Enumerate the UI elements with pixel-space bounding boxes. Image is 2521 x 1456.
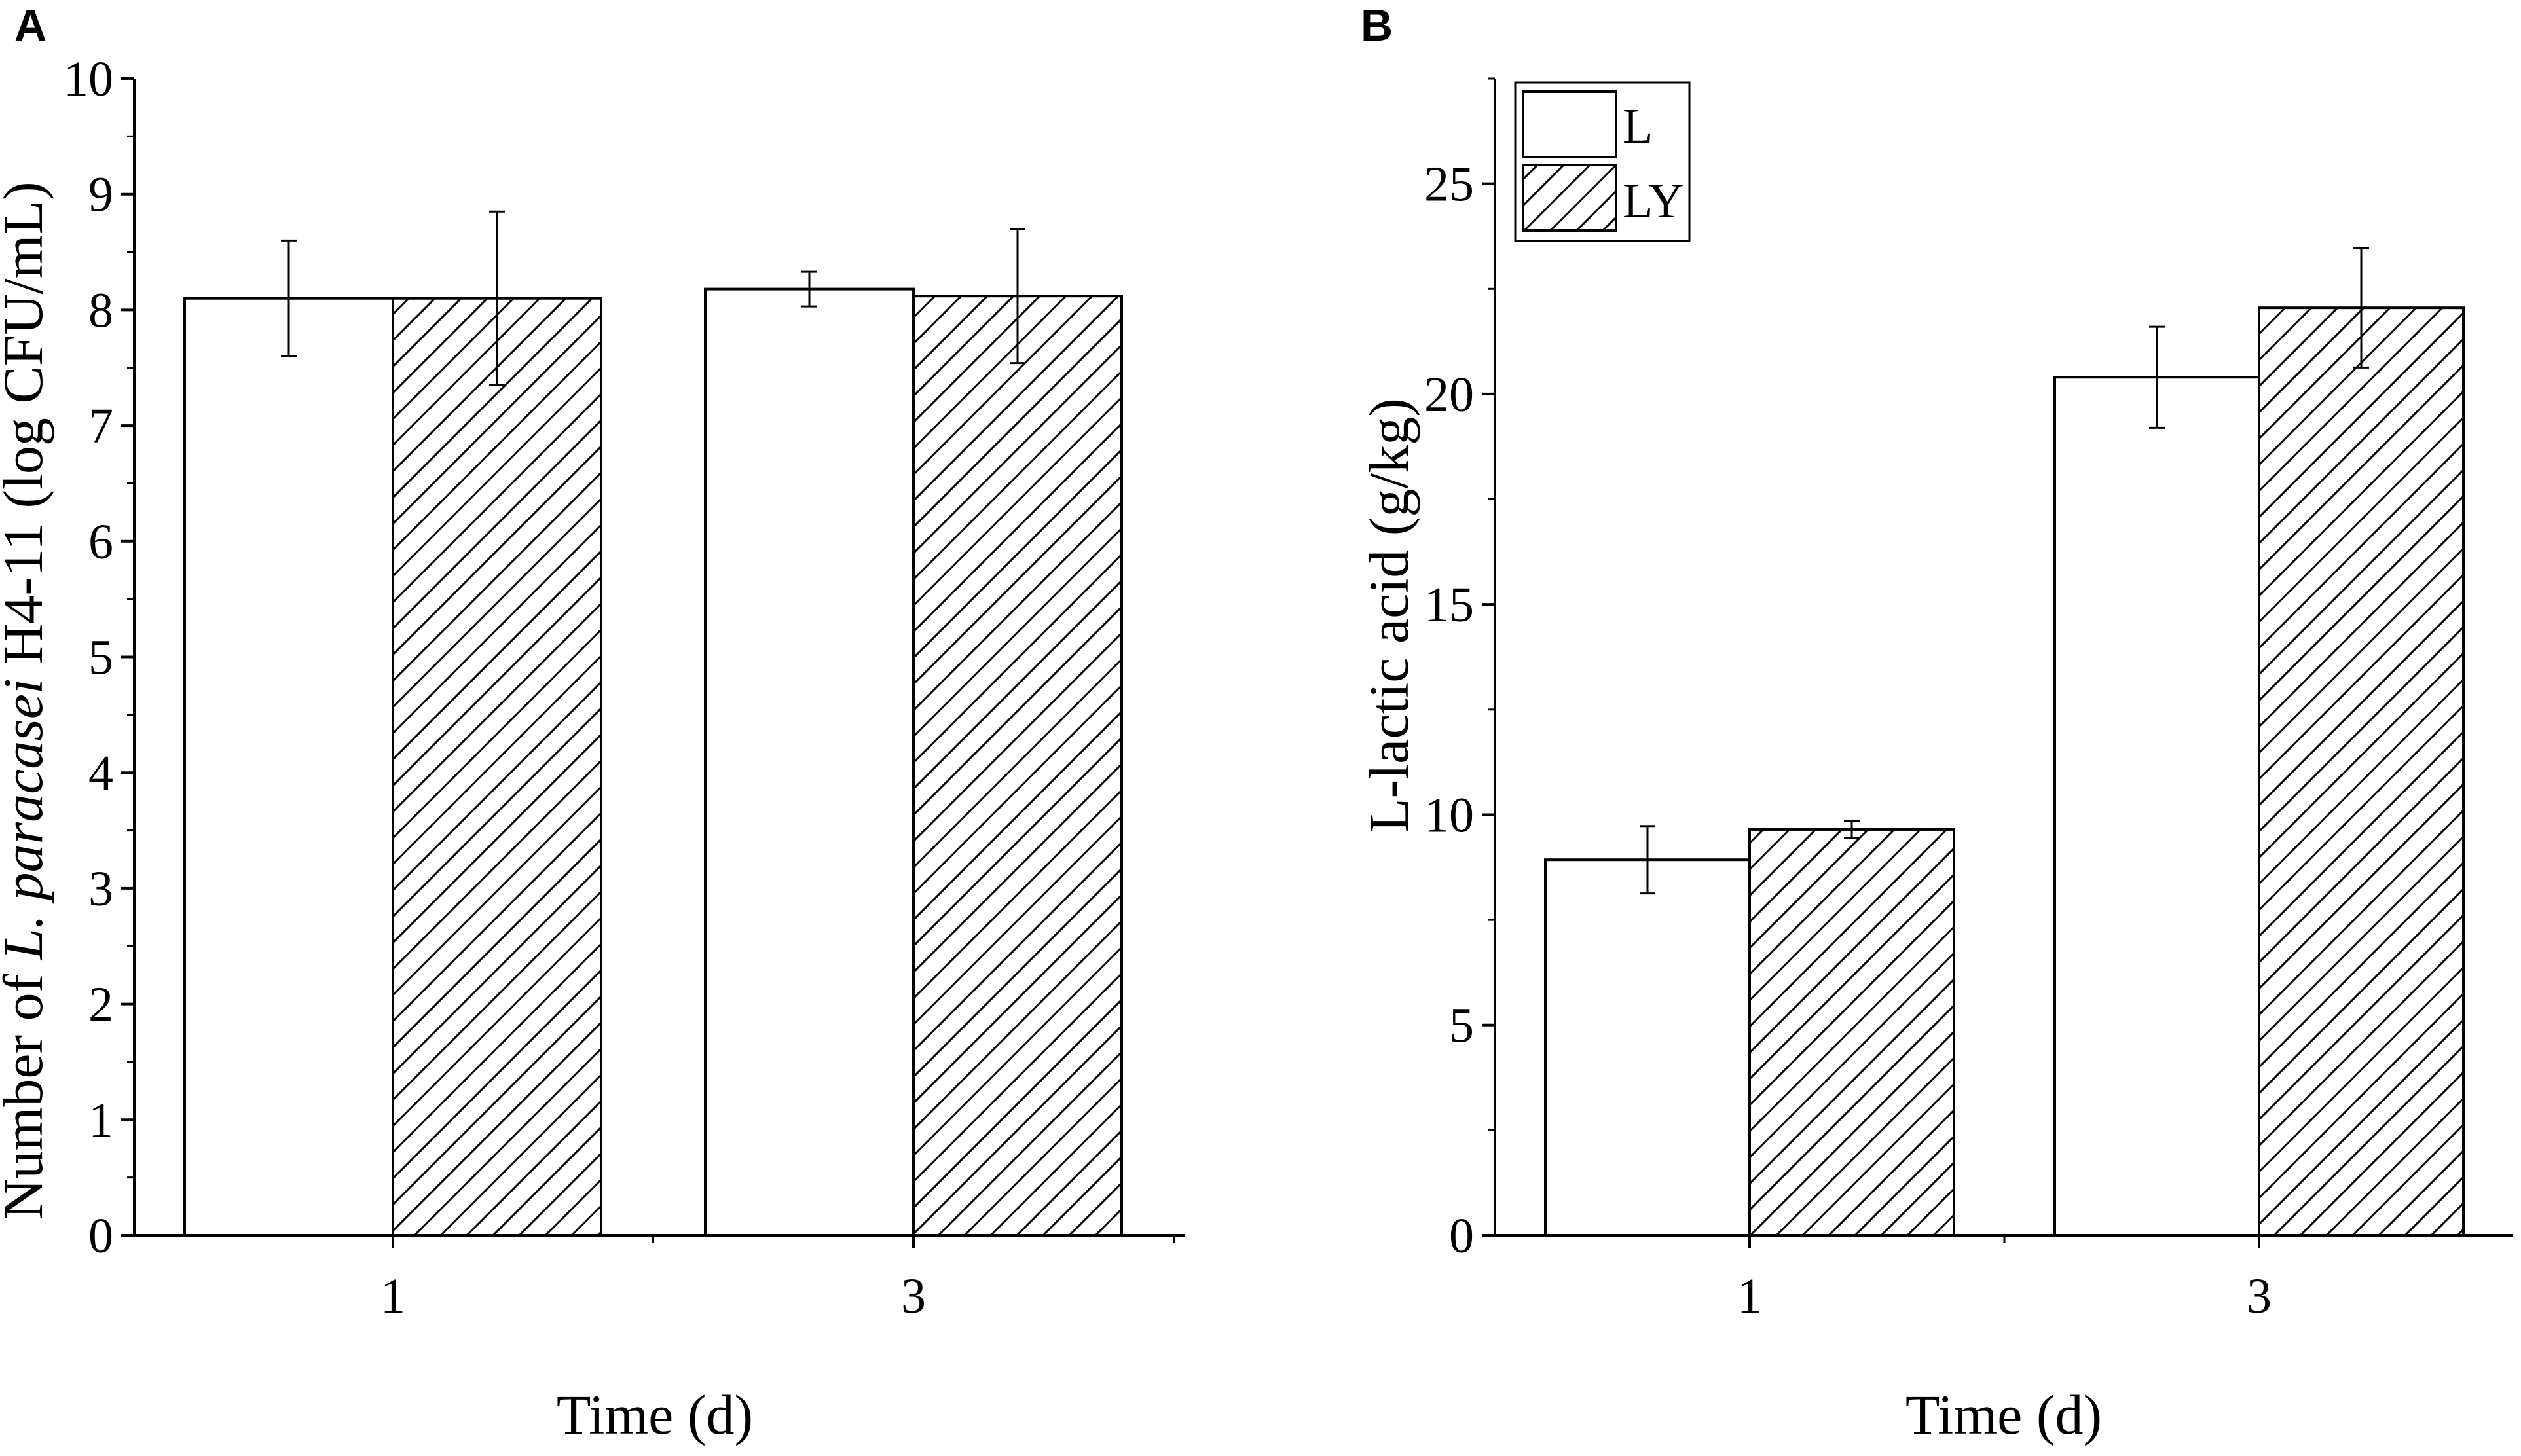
panel-a-y-axis-title-italic: L. paracasei (0, 678, 54, 961)
panel-b-error-bar-LY-day-3 (2353, 247, 2369, 369)
panel-a-y-tick-label: 4 (88, 746, 113, 801)
panel-b-y-tick-label: 0 (1449, 1209, 1474, 1264)
panel-b: B 0 5 10 15 20 25 1 3 L-lactic acid (g/kg) Time… (1357, 1, 2513, 1446)
panel-a-x-tick-label: 3 (901, 1269, 926, 1324)
panel-b-x-axis-title: Time (d) (1905, 1383, 2102, 1446)
panel-b-x-tick-label: 1 (1737, 1269, 1762, 1324)
panel-b-y-axis-title: L-lactic acid (g/kg) (1357, 398, 1420, 833)
panel-a-y-tick-label: 1 (88, 1093, 113, 1148)
panel-b-bar-L-day-1 (1544, 858, 1751, 1237)
legend: L LY (1514, 81, 1691, 242)
panel-b-y-tick-label: 20 (1424, 367, 1474, 422)
panel-b-bar-LY-day-1 (1748, 828, 1955, 1237)
panel-b-y-tick-label: 10 (1424, 788, 1474, 843)
panel-a-bar-LY-day-1 (392, 297, 602, 1237)
panel-a-y-tick-label: 10 (64, 52, 113, 107)
panel-a-y-axis-title: Number of L. paracasei H4-11 (log CFU/mL… (0, 181, 54, 1219)
panel-b-error-bar-L-day-1 (1640, 825, 1655, 895)
panel-a-bar-L-day-1 (183, 297, 394, 1237)
legend-label-L: L (1623, 99, 1653, 154)
legend-label-LY: LY (1623, 173, 1684, 228)
panel-b-y-tick-label: 15 (1424, 577, 1474, 632)
panel-b-error-bar-LY-day-1 (1844, 820, 1860, 839)
panel-a: A 0 1 2 3 4 5 6 7 8 9 10 1 3 Number of L. paracasei … (0, 1, 1185, 1446)
panel-b-error-bar-L-day-3 (2149, 325, 2165, 429)
panel-a-y-tick-label: 0 (88, 1209, 113, 1264)
panel-a-y-axis-title-part-3: H4-11 (log CFU/mL) (0, 181, 54, 678)
panel-b-bar-L-day-3 (2053, 376, 2260, 1237)
panel-b-letter: B (1361, 1, 1393, 50)
panel-a-error-bar-L-day-1 (281, 239, 297, 357)
panel-a-plot-area: 0 1 2 3 4 5 6 7 8 9 10 1 3 (64, 52, 1185, 1324)
panel-a-y-tick-label: 7 (88, 399, 113, 454)
panel-b-y-tick-label: 25 (1424, 157, 1474, 212)
panel-a-y-tick-label: 8 (88, 283, 113, 338)
legend-swatch-L (1522, 90, 1617, 158)
panel-a-y-tick-label: 6 (88, 515, 113, 570)
panel-b-plot-area: 0 5 10 15 20 25 1 3 (1424, 77, 2513, 1324)
panel-a-y-tick-label: 2 (88, 977, 113, 1032)
panel-b-y-tick-label: 5 (1449, 998, 1474, 1053)
panel-a-y-tick-label: 3 (88, 862, 113, 917)
panel-a-x-axis-title: Time (d) (557, 1383, 753, 1446)
panel-b-x-tick-label: 3 (2247, 1269, 2272, 1324)
panel-a-y-tick-label: 5 (88, 630, 113, 685)
panel-a-bar-LY-day-3 (912, 295, 1123, 1237)
panel-a-y-axis-title-part-1: Number of (0, 960, 54, 1219)
panel-b-bar-LY-day-3 (2258, 306, 2465, 1237)
panel-a-y-tick-label: 9 (88, 168, 113, 223)
panel-a-x-tick-label: 1 (380, 1269, 405, 1324)
panel-a-error-bar-L-day-3 (801, 270, 817, 308)
panel-a-error-bar-LY-day-3 (1010, 228, 1025, 365)
legend-swatch-LY (1522, 164, 1617, 232)
panel-a-bar-L-day-3 (704, 287, 915, 1237)
panel-a-error-bar-LY-day-1 (489, 210, 505, 386)
panel-a-letter: A (14, 1, 46, 50)
